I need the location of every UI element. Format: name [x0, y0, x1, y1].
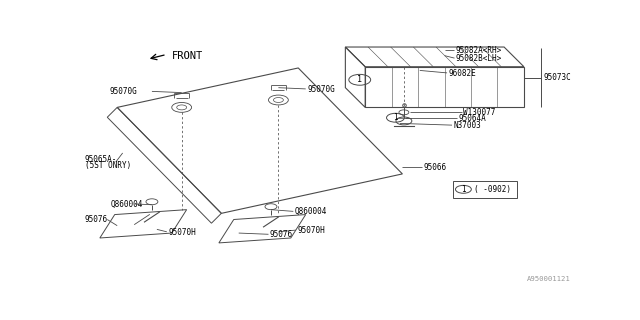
Text: A950001121: A950001121: [527, 276, 571, 282]
Text: 95064A: 95064A: [458, 114, 486, 123]
Text: 1: 1: [357, 75, 362, 84]
Text: Q860004: Q860004: [295, 207, 327, 216]
Text: 95070G: 95070G: [110, 87, 138, 96]
Text: 95073C: 95073C: [543, 73, 571, 82]
Text: 95070G: 95070G: [307, 85, 335, 94]
Text: 95076: 95076: [270, 230, 293, 239]
Text: FRONT: FRONT: [172, 51, 203, 61]
Text: 95076: 95076: [85, 215, 108, 224]
Text: 95070H: 95070H: [168, 228, 196, 237]
Text: 95065A-: 95065A-: [85, 155, 117, 164]
Text: Q860004: Q860004: [111, 200, 143, 209]
Text: 1: 1: [393, 113, 398, 122]
Text: 1: 1: [461, 185, 466, 194]
Text: 95082B<LH>: 95082B<LH>: [456, 54, 502, 63]
Text: 95066: 95066: [424, 163, 447, 172]
Text: (5ST ONRY): (5ST ONRY): [85, 161, 131, 170]
Text: N37003: N37003: [454, 121, 481, 130]
Text: ( -0902): ( -0902): [474, 185, 511, 194]
Text: 95082A<RH>: 95082A<RH>: [456, 46, 502, 55]
Text: 95070H: 95070H: [297, 226, 325, 235]
Text: W130077: W130077: [463, 108, 496, 117]
Text: 96082E: 96082E: [449, 69, 476, 78]
